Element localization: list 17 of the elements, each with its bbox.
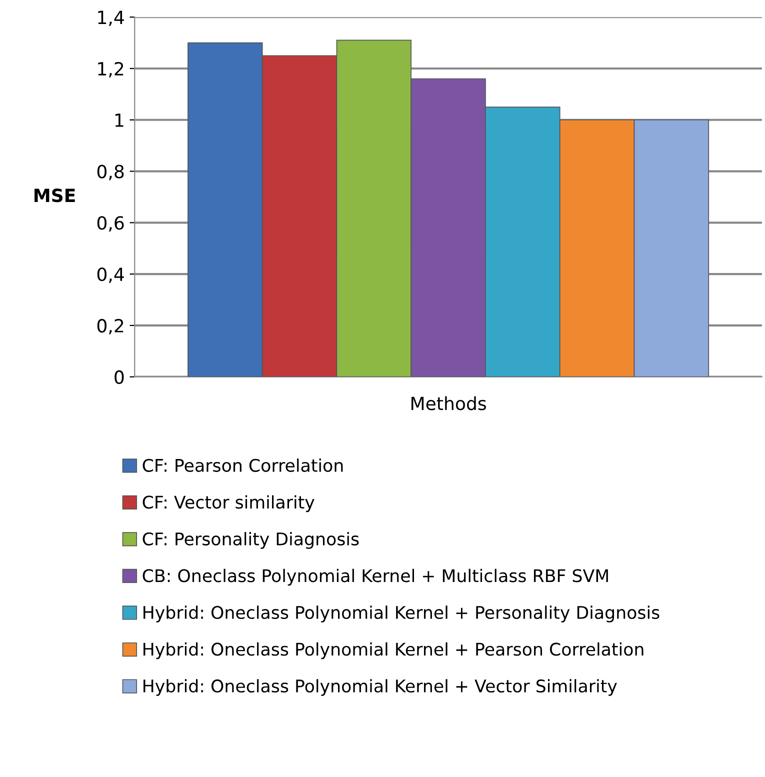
y-tick-label: 0,6 (97, 216, 124, 232)
legend-label: Hybrid: Oneclass Polynomial Kernel + Vector Similarity (144, 679, 617, 696)
legend-label: CF: Vector similarity (142, 495, 314, 512)
y-tick-label: 1,2 (98, 62, 124, 78)
legend-label: Hybrid: Oneclass Polynomial Kernel + Pearson Correlation (144, 642, 644, 660)
y-tick-label: 0,8 (97, 164, 124, 180)
y-tick-label: 0,2 (97, 318, 124, 334)
y-axis-title: MSE (34, 188, 75, 202)
legend-label: CF: Pearson Correlation (142, 458, 343, 472)
y-tick-label: 0 (114, 370, 124, 384)
legend-label: CF: Personality Diagnosis (142, 532, 359, 549)
y-tick-label: 1,4 (98, 10, 124, 26)
y-tick-label: 0,4 (97, 268, 124, 284)
x-tick-label: Methods (412, 396, 486, 410)
y-tick-label: 1 (115, 114, 124, 127)
legend-label: Hybrid: Oneclass Polynomial Kernel + Personality Diagnosis (144, 606, 660, 622)
legend-label: CB: Oneclass Polynomial Kernel + Multiclass RBF SVM (142, 568, 608, 586)
